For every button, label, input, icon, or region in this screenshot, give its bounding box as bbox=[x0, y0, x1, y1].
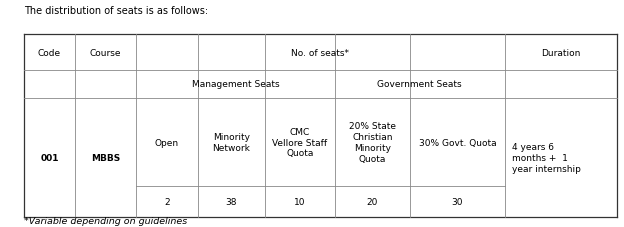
Text: MBBS: MBBS bbox=[91, 153, 120, 162]
Text: Code: Code bbox=[38, 48, 61, 57]
Text: 10: 10 bbox=[295, 197, 306, 206]
Text: Open: Open bbox=[155, 138, 179, 147]
Text: The distribution of seats is as follows:: The distribution of seats is as follows: bbox=[24, 6, 208, 16]
Text: Government Seats: Government Seats bbox=[378, 80, 462, 89]
Text: 20: 20 bbox=[367, 197, 378, 206]
Text: 38: 38 bbox=[226, 197, 237, 206]
Text: 20% State
Christian
Minority
Quota: 20% State Christian Minority Quota bbox=[349, 122, 396, 163]
Text: 2: 2 bbox=[164, 197, 170, 206]
Text: Minority
Network: Minority Network bbox=[213, 133, 250, 152]
Text: 001: 001 bbox=[40, 153, 59, 162]
Text: Management Seats: Management Seats bbox=[192, 80, 280, 89]
Text: CMC
Vellore Staff
Quota: CMC Vellore Staff Quota bbox=[273, 127, 328, 158]
Text: 4 years 6
months +  1
year internship: 4 years 6 months + 1 year internship bbox=[512, 143, 581, 173]
Text: *Variable depending on guidelines: *Variable depending on guidelines bbox=[24, 216, 187, 225]
Text: 30% Govt. Quota: 30% Govt. Quota bbox=[419, 138, 496, 147]
Text: 30: 30 bbox=[452, 197, 463, 206]
Text: No. of seats*: No. of seats* bbox=[291, 48, 349, 57]
Text: Course: Course bbox=[90, 48, 122, 57]
Text: Duration: Duration bbox=[541, 48, 580, 57]
